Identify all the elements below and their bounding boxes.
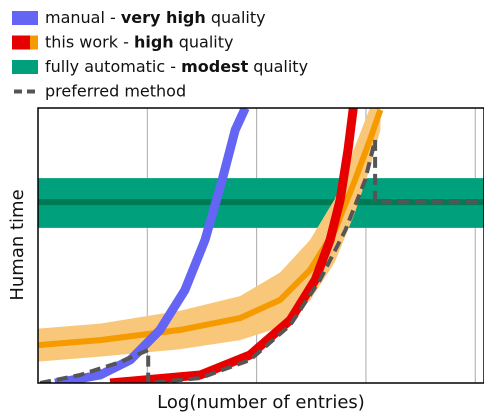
- plot-frame: [37, 107, 484, 384]
- legend-text-part: quality: [174, 32, 234, 51]
- curve: [38, 108, 384, 349]
- legend-text-part: this work -: [45, 32, 134, 51]
- legend-text-part: modest: [181, 57, 248, 76]
- legend-text-part: quality: [206, 8, 266, 27]
- dashed-line: [39, 137, 484, 383]
- uncertainty-band: [38, 108, 381, 362]
- plot-area: [38, 108, 484, 383]
- legend-swatch-secondary: [30, 35, 38, 50]
- legend-text-part: manual -: [45, 8, 121, 27]
- legend-entry: manual - very high quality: [45, 8, 266, 27]
- legend-text-part: high: [134, 32, 174, 51]
- legend-entry: preferred method: [45, 81, 186, 100]
- x-axis-label: Log(number of entries): [157, 392, 365, 413]
- curve: [54, 108, 250, 383]
- legend-entry: this work - high quality: [45, 32, 234, 51]
- legend-text-part: fully automatic -: [45, 57, 181, 76]
- curve: [109, 108, 358, 383]
- legend-swatch: [12, 11, 38, 25]
- legend-text-part: quality: [248, 57, 308, 76]
- legend-swatch: [12, 60, 38, 74]
- legend-entry: fully automatic - modest quality: [45, 57, 308, 76]
- legend-text-part: very high: [121, 8, 206, 27]
- y-axis-label: Human time: [7, 189, 28, 300]
- legend-text-part: preferred method: [45, 81, 186, 100]
